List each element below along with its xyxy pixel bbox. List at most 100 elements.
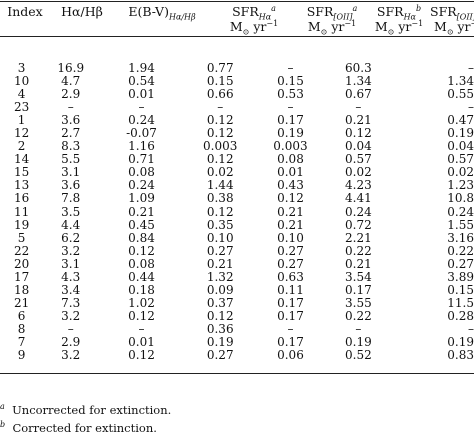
cell-sfr-ha-b: 4.41	[345, 191, 372, 206]
cell-sfr-ha-a: 0.35	[206, 217, 234, 232]
cell-sfr-oii-b: 0.15	[447, 282, 474, 297]
cell-sfr-ha-a: 0.66	[206, 87, 234, 102]
table-row: 13 3.6 0.24 1.44 0.43 4.23 1.23	[0, 179, 474, 192]
cell-ebv: 1.94	[128, 61, 155, 76]
data-table: 3 16.9 1.94 0.77 – 60.3 – 10 4.7 0.54 0.15 0.15 1.34…	[0, 61, 474, 362]
cell-halpha-hbeta: 3.6	[61, 113, 81, 128]
footnote-a: a Uncorrected for extinction.	[0, 402, 172, 417]
cell-sfr-oii-a: 0.06	[277, 348, 304, 363]
cell-halpha-hbeta: 5.5	[61, 152, 81, 167]
cell-index: 7	[17, 335, 26, 349]
table-row: 10 4.7 0.54 0.15 0.15 1.34 1.34	[0, 75, 474, 88]
cell-index: 14	[13, 152, 30, 167]
cell-ebv: 0.12	[128, 243, 155, 258]
cell-index: 4	[17, 87, 26, 102]
cell-halpha-hbeta: 3.4	[61, 282, 81, 297]
cell-sfr-oii-b: 1.55	[447, 217, 474, 232]
table-row: 9 3.2 0.12 0.27 0.06 0.52 0.83	[0, 349, 474, 362]
cell-index: 10	[13, 74, 30, 89]
header-ebv: E(B-V)Hα/Hβ	[128, 4, 196, 22]
table-row: 3 16.9 1.94 0.77 – 60.3 –	[0, 61, 474, 76]
cell-sfr-oii-a: 0.43	[277, 178, 304, 193]
cell-sfr-oii-a: 0.17	[277, 113, 304, 128]
cell-sfr-ha-a: 1.32	[206, 269, 234, 284]
cell-sfr-oii-a: 0.63	[277, 269, 304, 284]
cell-sfr-ha-a: 0.10	[206, 230, 234, 245]
cell-sfr-oii-a: 0.21	[277, 217, 304, 232]
cell-sfr-oii-b: 0.24	[447, 204, 474, 219]
cell-ebv: 0.24	[128, 178, 155, 193]
cell-sfr-oii-b: –	[468, 321, 474, 336]
cell-sfr-oii-a: –	[287, 100, 294, 115]
cell-sfr-ha-b: –	[355, 100, 362, 115]
cell-halpha-hbeta: –	[67, 100, 74, 115]
cell-index: 9	[17, 348, 26, 363]
cell-sfr-oii-b: 0.02	[447, 165, 474, 180]
cell-index: 13	[13, 178, 30, 193]
cell-index: 18	[13, 282, 30, 297]
header-sfr-ha-a: SFRHαa M⊙ yr−1	[229, 3, 279, 37]
cell-index: 11	[13, 204, 30, 219]
cell-sfr-ha-b: 0.72	[345, 217, 372, 232]
table-row: 17 4.3 0.44 1.32 0.63 3.54 3.89	[0, 269, 474, 284]
cell-halpha-hbeta: 2.7	[61, 126, 81, 141]
cell-sfr-oii-b: –	[468, 61, 474, 76]
cell-index: 1	[17, 113, 26, 128]
table-row: 18 3.4 0.18 0.09 0.11 0.17 0.15	[0, 282, 474, 297]
cell-sfr-ha-a: 0.19	[206, 335, 234, 349]
cell-index: 6	[17, 308, 26, 323]
cell-sfr-ha-a: 0.36	[206, 321, 234, 336]
cell-ebv: 0.21	[128, 204, 155, 219]
cell-sfr-ha-b: 0.04	[345, 139, 372, 154]
cell-halpha-hbeta: –	[67, 321, 74, 336]
cell-ebv: 0.18	[128, 282, 155, 297]
top-rule	[0, 1, 474, 2]
cell-sfr-oii-a: 0.27	[277, 243, 304, 258]
cell-sfr-oii-a: –	[287, 61, 294, 76]
table-row: 21 7.3 1.02 0.37 0.17 3.55 11.5	[0, 295, 474, 310]
table-row: 1 3.6 0.24 0.12 0.17 0.21 0.47	[0, 114, 474, 127]
cell-sfr-ha-b: 0.52	[345, 348, 372, 363]
cell-sfr-oii-b: 0.28	[447, 308, 474, 323]
cell-halpha-hbeta: 7.8	[61, 191, 81, 206]
cell-sfr-oii-b: 0.57	[447, 152, 474, 167]
table-row: 14 5.5 0.71 0.12 0.08 0.57 0.57	[0, 153, 474, 166]
cell-index: 12	[13, 126, 30, 141]
cell-sfr-oii-b: 1.23	[447, 178, 474, 193]
cell-ebv: -0.07	[126, 126, 157, 141]
cell-sfr-oii-b: 10.8	[447, 191, 474, 206]
table-row: 20 3.1 0.08 0.21 0.27 0.21 0.27	[0, 256, 474, 271]
cell-sfr-oii-a: 0.21	[277, 204, 304, 219]
cell-halpha-hbeta: 3.2	[61, 308, 81, 323]
cell-sfr-ha-b: 2.21	[345, 230, 372, 245]
cell-halpha-hbeta: 8.3	[61, 139, 81, 154]
cell-sfr-ha-a: 0.77	[206, 61, 234, 76]
cell-sfr-ha-a: 0.09	[206, 282, 234, 297]
cell-index: 23	[13, 100, 30, 115]
cell-sfr-oii-a: –	[287, 321, 294, 336]
cell-ebv: 0.08	[128, 256, 155, 271]
table-row: 8 – – 0.36 – – –	[0, 321, 474, 336]
table-row: 12 2.7 -0.07 0.12 0.19 0.12 0.19	[0, 127, 474, 140]
cell-halpha-hbeta: 6.2	[61, 230, 81, 245]
cell-sfr-ha-a: 0.27	[206, 348, 234, 363]
cell-sfr-oii-b: 1.34	[447, 74, 474, 89]
cell-sfr-oii-a: 0.53	[277, 87, 304, 102]
cell-sfr-oii-a: 0.19	[277, 126, 304, 141]
cell-sfr-ha-a: 0.15	[206, 74, 234, 89]
cell-ebv: 1.02	[128, 295, 155, 310]
cell-sfr-ha-b: 0.22	[345, 308, 372, 323]
cell-sfr-ha-b: 0.21	[345, 256, 372, 271]
cell-sfr-ha-a: 0.12	[206, 204, 234, 219]
cell-ebv: 0.08	[128, 165, 155, 180]
cell-sfr-ha-a: 0.12	[206, 308, 234, 323]
table-row: 15 3.1 0.08 0.02 0.01 0.02 0.02	[0, 166, 474, 179]
cell-halpha-hbeta: 3.1	[61, 256, 81, 271]
cell-sfr-oii-b: 0.27	[447, 256, 474, 271]
cell-sfr-ha-a: 0.12	[206, 152, 234, 167]
header-sfr-oii-a: SFR[OII]a M⊙ yr−1	[306, 3, 358, 37]
table-row: 22 3.2 0.12 0.27 0.27 0.22 0.22	[0, 243, 474, 258]
table-row: 4 2.9 0.01 0.66 0.53 0.67 0.55	[0, 88, 474, 101]
table-row: 2 8.3 1.16 0.003 0.003 0.04 0.04	[0, 140, 474, 153]
